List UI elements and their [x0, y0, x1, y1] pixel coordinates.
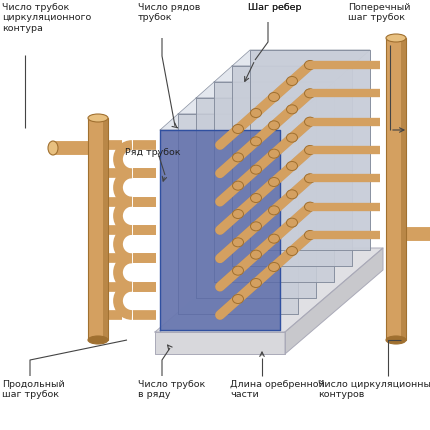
Polygon shape [196, 82, 334, 98]
Ellipse shape [268, 92, 280, 101]
Polygon shape [250, 50, 370, 250]
Ellipse shape [233, 238, 243, 247]
Ellipse shape [286, 105, 298, 114]
Ellipse shape [233, 181, 243, 190]
Text: Число трубок
в ряду: Число трубок в ряду [138, 380, 205, 399]
Ellipse shape [268, 206, 280, 215]
Ellipse shape [268, 178, 280, 187]
Ellipse shape [286, 162, 298, 171]
Polygon shape [214, 66, 352, 82]
Polygon shape [285, 248, 383, 354]
Ellipse shape [286, 246, 298, 255]
Ellipse shape [251, 222, 261, 231]
Ellipse shape [304, 117, 316, 126]
Ellipse shape [286, 77, 298, 86]
Ellipse shape [88, 336, 108, 344]
Text: Шаг ребер: Шаг ребер [248, 3, 301, 12]
Polygon shape [178, 114, 298, 314]
Text: Длина оребренной
части: Длина оребренной части [230, 380, 325, 399]
Ellipse shape [251, 250, 261, 259]
Ellipse shape [304, 89, 316, 98]
Ellipse shape [251, 194, 261, 203]
Polygon shape [160, 114, 298, 130]
Polygon shape [232, 50, 370, 66]
Ellipse shape [251, 279, 261, 288]
Ellipse shape [268, 149, 280, 158]
Polygon shape [160, 130, 280, 330]
Text: Продольный
шаг трубок: Продольный шаг трубок [2, 380, 65, 399]
Ellipse shape [286, 190, 298, 199]
Ellipse shape [233, 153, 243, 162]
Ellipse shape [251, 165, 261, 174]
Bar [386, 38, 406, 340]
Ellipse shape [233, 209, 243, 218]
Polygon shape [155, 332, 285, 354]
Text: Число циркуляционных
контуров: Число циркуляционных контуров [318, 380, 430, 399]
Text: Ряд трубок: Ряд трубок [125, 148, 181, 157]
Ellipse shape [88, 114, 108, 122]
Ellipse shape [304, 61, 316, 70]
Text: Число рядов
трубок: Число рядов трубок [138, 3, 200, 22]
Polygon shape [160, 130, 280, 330]
Bar [88, 118, 108, 340]
Polygon shape [214, 82, 334, 282]
Ellipse shape [386, 336, 406, 344]
Bar [103, 118, 108, 340]
Ellipse shape [268, 234, 280, 243]
Text: Шаг ребер: Шаг ребер [248, 3, 301, 12]
Ellipse shape [304, 202, 316, 211]
Ellipse shape [268, 262, 280, 271]
Ellipse shape [286, 218, 298, 227]
Text: Число трубок
циркуляционного
контура: Число трубок циркуляционного контура [2, 3, 91, 33]
Polygon shape [196, 98, 316, 298]
Ellipse shape [304, 230, 316, 240]
Ellipse shape [386, 34, 406, 42]
Bar [401, 38, 406, 340]
Ellipse shape [286, 133, 298, 142]
Ellipse shape [233, 295, 243, 304]
Ellipse shape [251, 108, 261, 117]
Ellipse shape [251, 137, 261, 146]
Polygon shape [232, 66, 352, 266]
Polygon shape [155, 248, 383, 332]
Ellipse shape [233, 125, 243, 133]
Ellipse shape [268, 121, 280, 130]
Ellipse shape [233, 266, 243, 275]
Text: Поперечный
шаг трубок: Поперечный шаг трубок [348, 3, 411, 22]
Polygon shape [178, 98, 316, 114]
Ellipse shape [304, 174, 316, 183]
Ellipse shape [304, 145, 316, 154]
Ellipse shape [48, 141, 58, 155]
